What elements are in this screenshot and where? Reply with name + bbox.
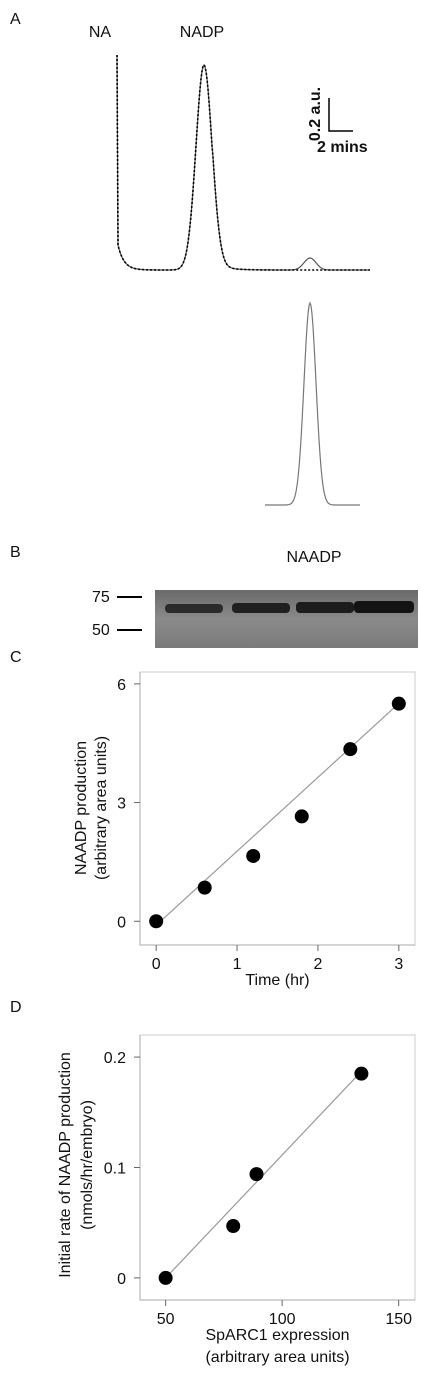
point (158, 1270, 173, 1285)
y-tick-label: 0 (117, 1271, 126, 1288)
y-axis-label: Initial rate of NAADP production (57, 1052, 74, 1278)
point (246, 848, 261, 863)
plot-frame (139, 1034, 416, 1301)
trace (116, 54, 370, 271)
fit-line (165, 1071, 362, 1279)
x-tick-label: 0 (152, 956, 161, 973)
y-axis-label: (arbitrary area units) (93, 736, 110, 880)
point (249, 1167, 264, 1182)
peak-label: NADP (180, 24, 224, 41)
trace (265, 301, 360, 506)
y-tick-label: 0.2 (104, 1050, 126, 1067)
panel-label: A (10, 11, 21, 28)
peak-label: NAADP (286, 549, 341, 566)
point (226, 1219, 241, 1234)
gel (155, 590, 418, 648)
point (197, 880, 212, 895)
scale-label: 2 mins (317, 139, 368, 156)
y-tick-label: 0 (117, 914, 126, 931)
x-tick-label: 50 (157, 1311, 175, 1328)
point (354, 1066, 369, 1081)
panel-label: D (10, 999, 22, 1016)
x-tick-label: 2 (313, 956, 322, 973)
x-axis-label: Time (hr) (245, 972, 309, 989)
point (149, 914, 164, 929)
panel-label: C (10, 649, 22, 666)
y-axis-label: (nmols/hr/embryo) (79, 1100, 96, 1230)
y-tick-label: 0.1 (104, 1161, 126, 1178)
point (294, 809, 309, 824)
marker-label: 75 (92, 589, 110, 606)
point (343, 742, 358, 757)
x-tick-label: 150 (385, 1311, 412, 1328)
x-tick-label: 1 (233, 956, 242, 973)
x-tick-label: 100 (269, 1311, 296, 1328)
x-tick-label: 3 (394, 956, 403, 973)
scale-bar (328, 98, 353, 132)
y-tick-label: 3 (117, 796, 126, 813)
x-axis-label: (arbitrary area units) (205, 1349, 349, 1366)
panel-label: B (10, 544, 21, 561)
peak-label: NA (89, 24, 112, 41)
trace-dashed (116, 54, 370, 271)
gel-bands (165, 601, 414, 613)
y-tick-label: 6 (117, 677, 126, 694)
marker-label: 50 (92, 622, 110, 639)
x-axis-label: SpARC1 expression (205, 1327, 349, 1344)
scale-label: 0.2 a.u. (307, 87, 324, 141)
y-axis-label: NAADP production (73, 741, 90, 875)
fit-line (155, 699, 404, 926)
point (391, 696, 406, 711)
plot-frame (139, 671, 416, 946)
